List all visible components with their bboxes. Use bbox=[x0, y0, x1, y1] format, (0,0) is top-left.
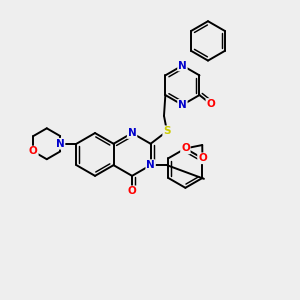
Text: N: N bbox=[146, 160, 155, 170]
Text: S: S bbox=[163, 126, 171, 136]
Text: N: N bbox=[56, 139, 64, 149]
Text: N: N bbox=[128, 128, 136, 138]
Text: O: O bbox=[206, 99, 215, 109]
Text: O: O bbox=[198, 153, 207, 163]
Text: O: O bbox=[128, 186, 136, 196]
Text: O: O bbox=[181, 143, 190, 153]
Text: O: O bbox=[29, 146, 38, 157]
Text: N: N bbox=[178, 61, 187, 70]
Text: N: N bbox=[178, 100, 187, 110]
